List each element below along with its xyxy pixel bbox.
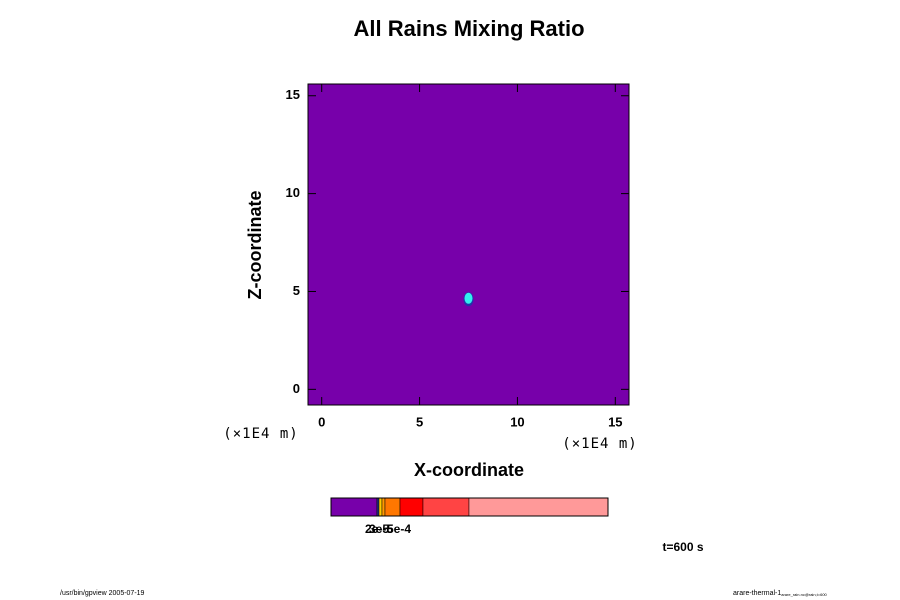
x-tick-label: 5 — [416, 414, 423, 429]
y-tick-label: 10 — [286, 185, 300, 200]
colorbar-frame — [330, 497, 609, 517]
y-tick-label: 0 — [293, 381, 300, 396]
y-unit: (×1E4 m) — [223, 426, 298, 442]
x-unit: (×1E4 m) — [562, 436, 637, 452]
y-tick-label: 5 — [293, 283, 300, 298]
feature — [464, 292, 473, 304]
plot-frame — [307, 83, 630, 406]
x-tick-label: 0 — [318, 414, 325, 429]
footer-right-sub: arare_rain.nc@rain,t=600 — [781, 592, 827, 597]
x-axis-label: X-coordinate — [414, 460, 524, 480]
colorbar-label: 2e-5 — [365, 522, 389, 536]
footer-right-main: arare-thermal-1 — [733, 590, 781, 597]
x-tick-label: 10 — [510, 414, 524, 429]
field-background — [308, 84, 629, 405]
colorbar-segment — [399, 497, 424, 517]
footer-right: arare-thermal-1arare_rain.nc@rain,t=600 — [733, 590, 828, 597]
colorbar-label: 3e-5 — [369, 522, 393, 536]
colorbar-segment — [378, 497, 383, 517]
y-tick-label: 15 — [286, 87, 300, 102]
footer-left: /usr/bin/gpview 2005-07-19 — [60, 590, 145, 597]
time-label: t=600 s — [662, 540, 703, 554]
chart-title: All Rains Mixing Ratio — [353, 16, 584, 41]
x-tick-label: 15 — [608, 414, 622, 429]
colorbar-segment — [384, 497, 401, 517]
colorbar-segment — [376, 497, 380, 517]
colorbar-label: 5e-4 — [387, 522, 411, 536]
colorbar-segment — [468, 497, 609, 517]
y-axis-label: Z-coordinate — [245, 190, 265, 299]
colorbar-segment — [422, 497, 470, 517]
colorbar-segment — [381, 497, 386, 517]
colorbar-segment — [330, 497, 378, 517]
